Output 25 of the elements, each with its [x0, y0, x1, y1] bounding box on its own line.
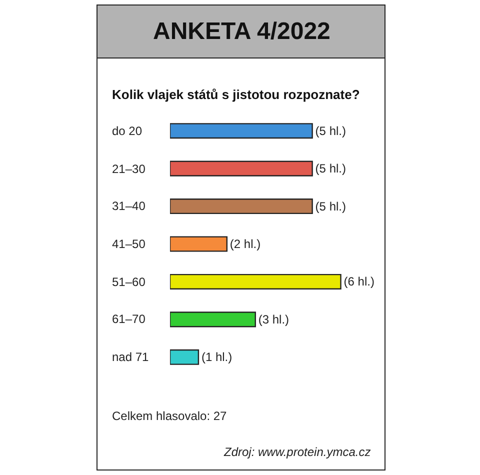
y-tick-label: 51–60: [112, 275, 146, 289]
data-label: (5 hl.): [315, 162, 346, 176]
data-label: (5 hl.): [315, 199, 346, 214]
y-tick-label: 61–70: [112, 312, 146, 326]
y-tick-label: nad 71: [112, 350, 150, 364]
chart-subtitle: Kolik vlajek států s jistotou rozpoznate?: [112, 87, 360, 102]
data-label: (2 hl.): [230, 237, 261, 251]
data-label: (6 hl.): [344, 274, 374, 289]
y-tick-label: 31–40: [112, 199, 146, 213]
y-tick-label: 41–50: [112, 237, 146, 251]
y-tick-label: 21–30: [112, 162, 146, 176]
bar: [170, 198, 313, 214]
bar: [170, 312, 256, 328]
bar: [170, 349, 200, 365]
bar: [170, 160, 313, 176]
bar: [170, 123, 313, 139]
chart-title: ANKETA 4/2022: [153, 18, 330, 45]
bar: [170, 274, 342, 290]
y-tick-label: do 20: [112, 124, 142, 138]
text: Zdroj: www.protein.ymca.cz: [223, 445, 371, 459]
data-label: (1 hl.): [201, 350, 232, 364]
bar: [170, 236, 228, 252]
data-label: (3 hl.): [258, 312, 290, 326]
data-label: (5 hl.): [315, 124, 346, 138]
text: Celkem hlasovalo: 27: [112, 409, 228, 423]
